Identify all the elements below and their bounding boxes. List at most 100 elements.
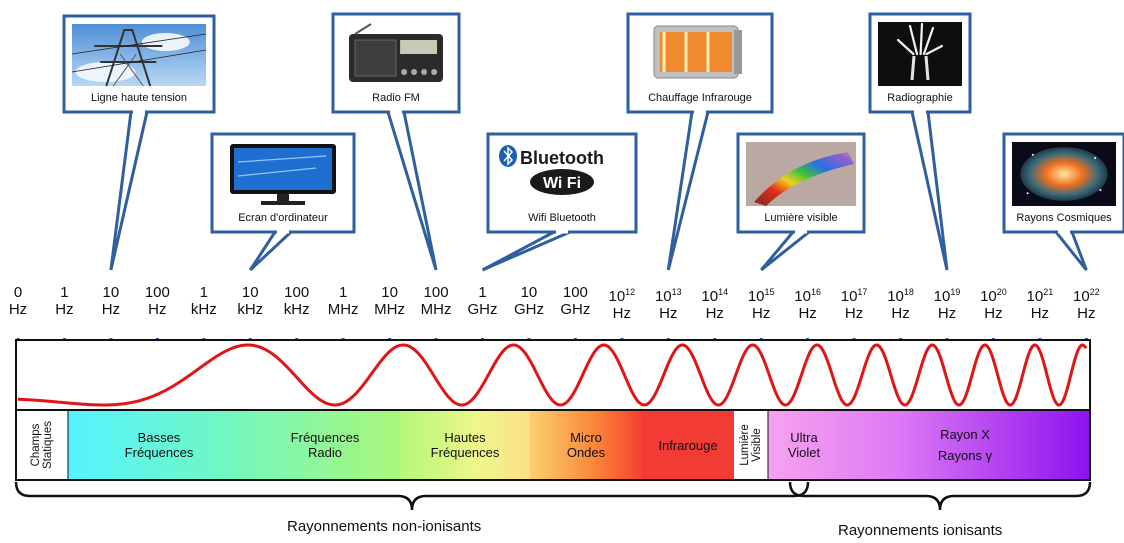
callout-caption: Radio FM (372, 92, 420, 104)
tick-unit: MHz (420, 301, 452, 318)
radio-knob (431, 69, 438, 75)
ionizing-label: Rayonnements ionisants (838, 522, 1003, 539)
band-label-ultra-violet: Ultra Violet (768, 430, 840, 460)
band-line1: Infrarouge (658, 437, 718, 453)
tick-exponent: 14 (718, 287, 729, 297)
callout-caption: Ligne haute tension (90, 92, 188, 104)
radio-dial (400, 40, 437, 54)
band-line2: Radio (308, 445, 342, 460)
tick-exponent: 22 (1089, 287, 1100, 297)
tick-label: 1 Hz (36, 284, 92, 318)
band-line2: Visible (751, 428, 763, 462)
tick-unit: Hz (891, 305, 910, 322)
radio-knob (421, 69, 428, 75)
callout-pointer (666, 111, 710, 271)
tick-unit: Hz (984, 305, 1003, 322)
radio-icon (349, 23, 443, 82)
xray-finger (919, 22, 924, 56)
band-line2: Fréquences (124, 445, 194, 460)
tick-label: 10 kHz (222, 284, 278, 318)
rainbow-band (754, 152, 854, 206)
tick-value: 1016 (794, 287, 821, 305)
monitor-neck (277, 194, 289, 202)
callout-group: Bluetooth Wi Fi (62, 12, 1124, 272)
tick-unit: Hz (148, 301, 167, 318)
tick-unit: GHz (513, 301, 544, 318)
radio-speaker (354, 39, 397, 77)
tick-unit: Hz (1030, 305, 1050, 322)
tick-label: 100 GHz (547, 284, 603, 318)
monitor-screen (234, 148, 332, 190)
non-ionizing-brace (14, 481, 810, 511)
callout-pointer (1054, 231, 1088, 271)
tick-label: 1018 Hz (873, 284, 929, 322)
band-label-rayon-x: Rayon X Rayons γ (840, 424, 1090, 466)
monitor-stand (261, 201, 305, 205)
band-label-frequences-radio: Fréquences Radio (250, 430, 400, 460)
band-line2: Rayons γ (937, 448, 993, 463)
wires (71, 33, 207, 73)
nebula-icon (1012, 142, 1116, 206)
star (1094, 157, 1097, 159)
callout-pointer (481, 230, 571, 272)
band-micro-fill (530, 410, 642, 480)
tick-label: 1015 Hz (733, 284, 789, 322)
tick-label: 100 Hz (129, 284, 185, 318)
band-line2: Violet (787, 445, 821, 460)
tick-value: 10 (381, 284, 398, 301)
tick-value: 100 (562, 284, 588, 301)
tick-unit: GHz (560, 301, 591, 318)
callout-caption: Chauffage Infrarouge (648, 92, 752, 104)
tick-value: 1018 (887, 287, 914, 305)
band-line1: Micro (570, 430, 602, 445)
tick-exponent: 17 (857, 287, 868, 297)
tick-label: 1014 Hz (687, 284, 743, 322)
tick-label: 1020 Hz (965, 284, 1021, 322)
tick-label: 1 kHz (176, 284, 232, 318)
heater-side (734, 30, 742, 74)
wifi-logo-text: Wi Fi (543, 175, 581, 192)
callout-caption: Rayons Cosmiques (1016, 212, 1112, 224)
power-line-icon (71, 24, 207, 87)
heater-glow (660, 32, 732, 72)
tick-unit: Hz (8, 301, 28, 318)
tick-label: 10 MHz (362, 284, 418, 318)
callout-caption: Radiographie (887, 92, 953, 104)
tick-value: 1 (478, 284, 487, 301)
band-line1: Fréquences (290, 430, 360, 445)
tick-value: 1013 (654, 287, 682, 305)
tick-label: 1012 Hz (594, 284, 650, 322)
radio-knob (401, 69, 408, 75)
tick-value: 1022 (1072, 287, 1100, 305)
tick-unit: Hz (101, 301, 121, 318)
cloud (75, 62, 136, 82)
tick-exponent: 15 (764, 287, 775, 297)
tick-label: 1022 Hz (1058, 284, 1114, 322)
tick-label: 1017 Hz (826, 284, 882, 322)
tick-label: 1016 Hz (780, 284, 836, 322)
band-label-basses-frequences: Basses Fréquences (68, 430, 250, 460)
band-uv-fill (768, 410, 1090, 480)
rainbow-icon (746, 142, 856, 206)
callout-pointer (910, 111, 949, 271)
band-hf-fill (400, 410, 530, 480)
band-line1: Ultra (790, 430, 818, 445)
xray-finger (896, 38, 915, 56)
tick-unit: kHz (283, 301, 310, 318)
xray-finger (922, 26, 935, 56)
wifi-bluetooth-icon: Bluetooth Wi Fi (499, 145, 604, 195)
tick-value: 100 (423, 284, 449, 301)
star (1099, 189, 1102, 191)
tick-value: 0 (13, 284, 23, 301)
band-line1: Lumière (739, 424, 751, 466)
tick-unit: kHz (237, 301, 264, 318)
xray-finger (925, 44, 944, 56)
screen-lines (237, 155, 327, 177)
band-line1: Hautes (444, 430, 486, 445)
callout-pointer (386, 111, 438, 271)
band-line2: Statiques (42, 421, 54, 469)
callout-caption: Lumière visible (764, 212, 838, 224)
tick-unit: kHz (190, 301, 217, 318)
band-line1: Champs (30, 423, 42, 467)
